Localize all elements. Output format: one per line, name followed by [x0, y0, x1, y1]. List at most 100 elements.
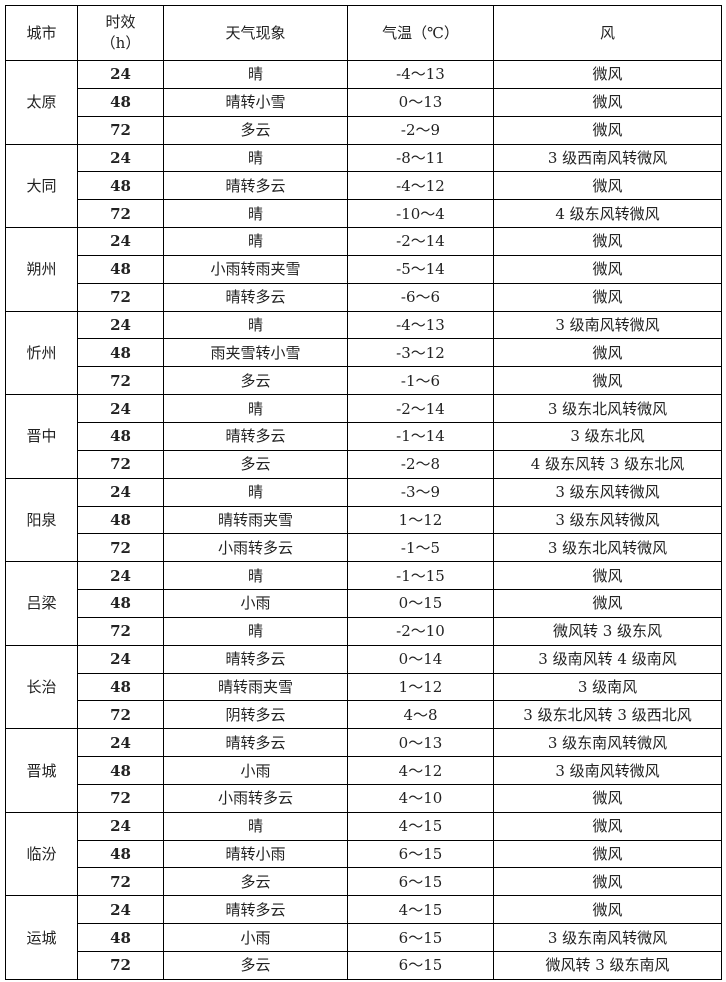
wind-cell: 3 级南风转微风	[493, 756, 722, 785]
header-temperature: 气温（℃）	[347, 5, 494, 61]
period-cell: 48	[77, 171, 164, 201]
table-row: 长治 24 晴转多云 0～14 3 级南风转 4 级南风	[5, 644, 722, 730]
period-cell: 24	[77, 60, 164, 89]
temperature-cell: -3～9	[347, 477, 494, 507]
table-row: 晋城 24 晴转多云 0～13 3 级东南风转微风	[5, 728, 722, 813]
period-cell: 72	[77, 115, 164, 145]
weather-cell: 晴	[163, 199, 348, 229]
city-cell: 吕梁	[5, 561, 78, 646]
period-cell: 48	[77, 756, 164, 785]
table-row: 阳泉 24 晴 -3～9 3 级东风转微风	[5, 477, 722, 563]
period-cell: 48	[77, 87, 164, 117]
temperature-cell: 4～8	[347, 700, 494, 730]
city-cell: 晋中	[5, 394, 78, 479]
table-row: 72 多云 -2～9 微风	[6, 115, 722, 145]
temperature-cell: 0～13	[347, 728, 494, 758]
table-row: 48 晴转多云 -4～12 微风	[6, 171, 722, 201]
temperature-cell: -4～13	[347, 310, 494, 340]
table-row: 72 多云 -1～6 微风	[6, 366, 722, 396]
temperature-cell: -2～8	[347, 449, 494, 479]
period-cell: 72	[77, 366, 164, 396]
weather-cell: 晴	[163, 143, 348, 173]
temperature-cell: -5～14	[347, 254, 494, 284]
period-cell: 24	[77, 644, 164, 674]
period-cell: 24	[77, 477, 164, 507]
wind-cell: 微风	[493, 895, 722, 925]
weather-cell: 多云	[163, 366, 348, 396]
weather-cell: 雨夹雪转小雪	[163, 338, 348, 368]
weather-cell: 小雨转多云	[163, 783, 348, 813]
period-cell: 24	[77, 561, 164, 591]
city-cell: 长治	[5, 644, 78, 730]
forecast-table: 城市 时效 （h） 天气现象 气温（℃） 风 太原 24 晴 -4～13 微风 48 晴转小雪…	[5, 5, 722, 980]
period-cell: 72	[77, 700, 164, 730]
wind-cell: 3 级东南风转微风	[493, 923, 722, 952]
temperature-cell: 6～15	[347, 839, 494, 869]
temperature-cell: -8～11	[347, 143, 494, 173]
table-row: 晋中 24 晴 -2～14 3 级东北风转微风	[5, 394, 722, 479]
wind-cell: 3 级东风转微风	[493, 477, 722, 507]
wind-cell: 微风转 3 级东南风	[493, 951, 722, 980]
weather-cell: 晴	[163, 394, 348, 423]
header-period-unit: （h）	[100, 34, 141, 52]
table-row: 72 多云 6～15 微风转 3 级东南风	[6, 951, 722, 980]
weather-cell: 多云	[163, 867, 348, 897]
table-row: 48 晴转多云 -1～14 3 级东北风	[6, 421, 722, 451]
weather-cell: 晴转雨夹雪	[163, 672, 348, 702]
weather-cell: 晴转小雨	[163, 839, 348, 869]
temperature-cell: -2～9	[347, 115, 494, 145]
wind-cell: 微风	[493, 366, 722, 396]
temperature-cell: 6～15	[347, 951, 494, 980]
weather-cell: 小雨转多云	[163, 533, 348, 563]
period-cell: 72	[77, 449, 164, 479]
weather-cell: 晴转多云	[163, 728, 348, 758]
city-cell: 阳泉	[5, 477, 78, 563]
weather-cell: 多云	[163, 951, 348, 980]
temperature-cell: 4～10	[347, 783, 494, 813]
temperature-cell: -2～10	[347, 616, 494, 646]
header-weather: 天气现象	[163, 5, 348, 61]
weather-cell: 晴转多云	[163, 644, 348, 674]
weather-cell: 小雨	[163, 589, 348, 618]
period-cell: 48	[77, 338, 164, 368]
table-row: 72 阴转多云 4～8 3 级东北风转 3 级西北风	[6, 700, 722, 730]
table-row: 48 小雨 6～15 3 级东南风转微风	[6, 923, 722, 952]
table-row: 72 小雨转多云 4～10 微风	[6, 783, 722, 813]
table-row: 72 多云 6～15 微风	[6, 867, 722, 897]
table-row: 忻州 24 晴 -4～13 3 级南风转微风	[5, 310, 722, 396]
weather-cell: 阴转多云	[163, 700, 348, 730]
wind-cell: 微风	[493, 589, 722, 618]
period-cell: 48	[77, 254, 164, 284]
weather-cell: 晴转多云	[163, 282, 348, 312]
weather-cell: 晴	[163, 477, 348, 507]
wind-cell: 3 级东南风转微风	[493, 728, 722, 758]
period-cell: 48	[77, 505, 164, 535]
wind-cell: 微风	[493, 115, 722, 145]
weather-cell: 晴转小雪	[163, 87, 348, 117]
table-row: 48 晴转雨夹雪 1～12 3 级南风	[6, 672, 722, 702]
table-row: 72 小雨转多云 -1～5 3 级东北风转微风	[6, 533, 722, 563]
period-cell: 72	[77, 533, 164, 563]
temperature-cell: -1～6	[347, 366, 494, 396]
table-row: 运城 24 晴转多云 4～15 微风	[5, 895, 722, 980]
weather-cell: 多云	[163, 115, 348, 145]
temperature-cell: -6～6	[347, 282, 494, 312]
temperature-cell: 0～15	[347, 589, 494, 618]
weather-cell: 晴转多云	[163, 421, 348, 451]
period-cell: 24	[77, 811, 164, 841]
temperature-cell: 0～13	[347, 87, 494, 117]
table-row: 48 小雨 0～15 微风	[6, 589, 722, 618]
weather-cell: 晴转多云	[163, 171, 348, 201]
wind-cell: 微风	[493, 254, 722, 284]
period-cell: 72	[77, 616, 164, 646]
wind-cell: 3 级南风	[493, 672, 722, 702]
period-cell: 48	[77, 672, 164, 702]
temperature-cell: -3～12	[347, 338, 494, 368]
wind-cell: 3 级东北风转 3 级西北风	[493, 700, 722, 730]
wind-cell: 微风	[493, 87, 722, 117]
weather-cell: 晴	[163, 60, 348, 89]
city-cell: 大同	[5, 143, 78, 229]
weather-cell: 晴	[163, 811, 348, 841]
table-row: 48 雨夹雪转小雪 -3～12 微风	[6, 338, 722, 368]
wind-cell: 微风转 3 级东风	[493, 616, 722, 646]
